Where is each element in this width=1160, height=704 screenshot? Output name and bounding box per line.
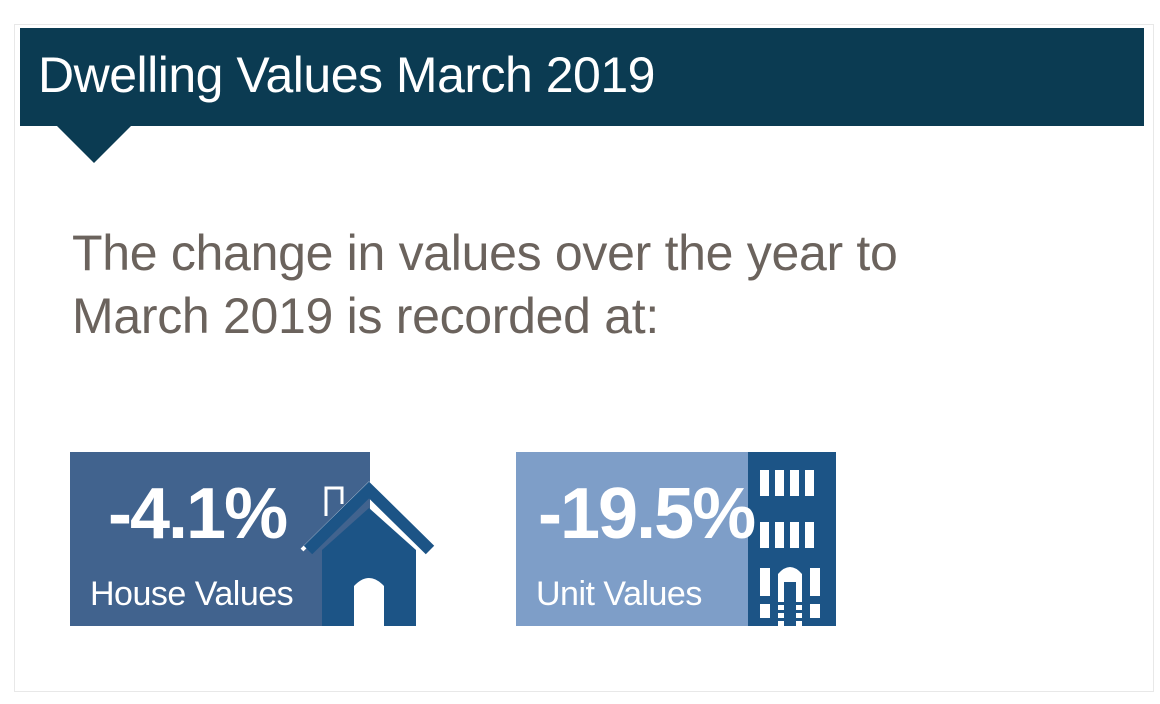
- unit-values-panel: -19.5% Unit Values: [516, 452, 756, 626]
- unit-values-change: -19.5%: [538, 474, 756, 554]
- building-icon: [748, 452, 836, 626]
- intro-text: The change in values over the year to Ma…: [72, 222, 972, 348]
- title-banner: [20, 28, 1144, 126]
- unit-values-label: Unit Values: [536, 575, 702, 613]
- banner-pointer: [56, 125, 132, 163]
- house-icon: [300, 481, 438, 626]
- house-values-label: House Values: [90, 575, 294, 613]
- house-values-change: -4.1%: [108, 474, 288, 554]
- intro-line-2: March 2019 is recorded at:: [72, 288, 659, 344]
- intro-line-1: The change in values over the year to: [72, 225, 898, 281]
- page-title: Dwelling Values March 2019: [38, 47, 655, 103]
